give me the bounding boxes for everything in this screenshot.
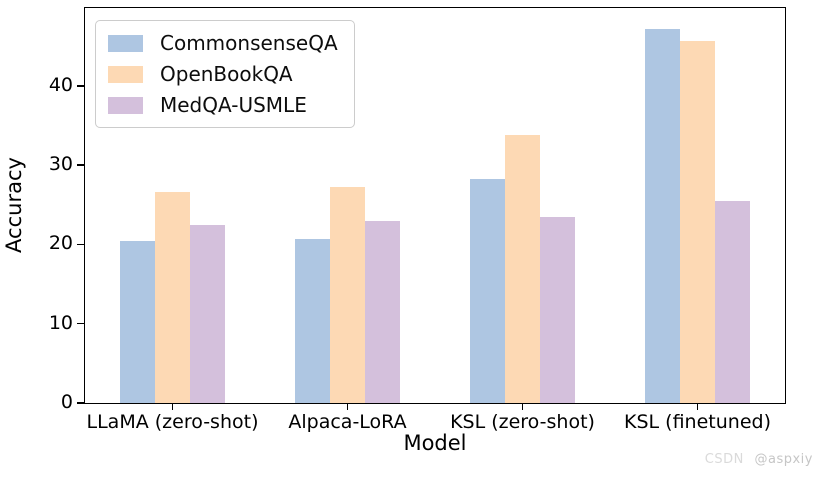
x-tick-label-ksl-finetuned: KSL (finetuned) <box>624 411 771 433</box>
x-tick-label-alpaca-lora: Alpaca-LoRA <box>288 411 407 433</box>
legend-label: MedQA-USMLE <box>160 93 307 117</box>
bar-medqa-usmle-ksl-zero-shot <box>540 217 575 403</box>
legend-entry-medqa-usmle: MedQA-USMLE <box>108 94 338 116</box>
bar-openbookqa-ksl-zero-shot <box>505 134 540 403</box>
y-tick-label: 40 <box>48 73 73 96</box>
commonsenseqa-swatch-icon <box>108 34 143 52</box>
x-tick-mark <box>171 403 174 410</box>
x-tick-label-ksl-zero-shot: KSL (zero-shot) <box>450 411 595 433</box>
legend-label: CommonsenseQA <box>160 31 338 55</box>
plot-area: CommonsenseQA OpenBookQA MedQA-USMLE 0 10… <box>49 6 786 432</box>
x-tick-label-llama-zero-shot: LLaMA (zero-shot) <box>86 411 259 433</box>
bar-commonsenseqa-ksl-finetuned <box>645 28 680 403</box>
bar-medqa-usmle-llama-zero-shot <box>190 224 225 403</box>
openbookqa-swatch-icon <box>108 65 143 83</box>
legend-entry-commonsenseqa: CommonsenseQA <box>108 32 338 54</box>
legend: CommonsenseQA OpenBookQA MedQA-USMLE <box>95 20 355 128</box>
watermark-site: CSDN <box>704 452 744 467</box>
y-tick-label: 30 <box>48 153 73 176</box>
legend-label: OpenBookQA <box>160 62 293 86</box>
y-tick-mark <box>77 402 85 404</box>
bar-medqa-usmle-ksl-finetuned <box>715 200 750 403</box>
x-tick-mark <box>521 403 524 410</box>
y-tick-label: 10 <box>48 311 73 334</box>
bar-commonsenseqa-alpaca-lora <box>295 238 330 403</box>
x-tick-mark <box>696 403 699 410</box>
x-tick-mark <box>346 403 349 410</box>
medqa-usmle-swatch-icon <box>108 96 143 114</box>
bar-medqa-usmle-alpaca-lora <box>365 220 400 403</box>
y-tick-label: 0 <box>60 391 73 413</box>
y-axis-label: Accuracy <box>2 157 26 253</box>
y-tick-mark <box>77 164 85 166</box>
y-tick-mark <box>77 322 85 325</box>
y-tick-mark <box>77 84 85 87</box>
watermark-user: @aspxiy <box>754 452 813 467</box>
y-tick-label: 20 <box>48 232 73 255</box>
bar-openbookqa-ksl-finetuned <box>680 41 715 403</box>
bar-commonsenseqa-ksl-zero-shot <box>470 179 505 403</box>
bar-openbookqa-llama-zero-shot <box>155 192 190 403</box>
watermark: CSDN @aspxiy <box>705 452 813 467</box>
bar-openbookqa-alpaca-lora <box>330 187 365 403</box>
x-axis-label: Model <box>403 431 467 455</box>
bar-commonsenseqa-llama-zero-shot <box>120 241 155 403</box>
y-tick-mark <box>77 243 85 246</box>
legend-entry-openbookqa: OpenBookQA <box>108 63 338 85</box>
